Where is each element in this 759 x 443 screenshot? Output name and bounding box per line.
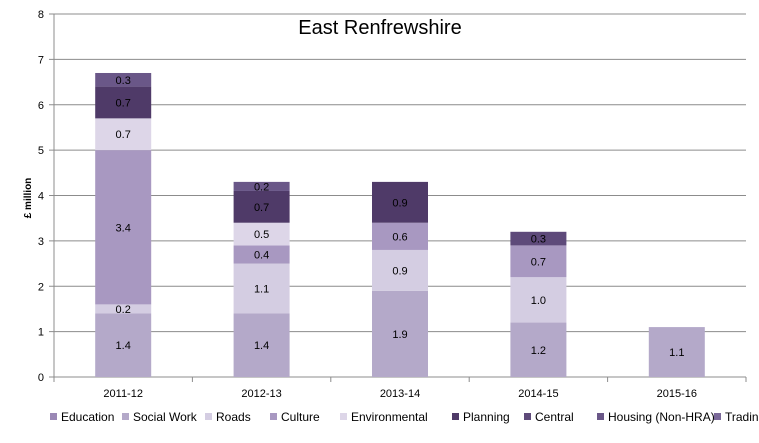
bar-segment <box>372 290 428 377</box>
y-tick-label: 8 <box>38 9 44 21</box>
data-labels: 1.4 0.2 3.4 0.7 0.7 0.3 1.4 1.1 0.4 0.5 0.7 0.2 1.9 0… <box>116 75 685 359</box>
y-tick-label: 5 <box>38 145 44 157</box>
bar-segment <box>95 304 152 314</box>
data-label: 0.4 <box>254 249 269 261</box>
legend-swatch <box>270 413 277 420</box>
chart-title: East Renfrewshire <box>298 17 461 39</box>
data-label: 0.6 <box>392 231 407 243</box>
data-label: 1.0 <box>531 295 546 307</box>
bar-segment <box>372 181 428 223</box>
x-tick-label: 2011-12 <box>103 388 143 400</box>
legend-label: Roads <box>216 410 251 424</box>
legend-label: Education <box>61 410 114 424</box>
data-label: 1.1 <box>669 347 684 359</box>
bars <box>95 72 705 377</box>
data-label: 0.7 <box>531 256 546 268</box>
data-label: 1.1 <box>254 284 269 296</box>
bar-segment <box>372 249 428 291</box>
data-label: 0.9 <box>392 197 407 209</box>
bar-segment <box>233 190 290 223</box>
bar-segment <box>233 313 290 377</box>
legend-swatch <box>122 413 129 420</box>
x-tick-label: 2013-14 <box>380 388 420 400</box>
legend-label: Culture <box>281 410 320 424</box>
data-label: 0.2 <box>116 304 131 316</box>
x-tick-label: 2014-15 <box>518 388 558 400</box>
bar-segment <box>510 277 567 323</box>
data-label: 1.9 <box>392 329 407 341</box>
y-tick-label: 4 <box>38 191 44 203</box>
y-axis-label: £ million <box>23 178 34 219</box>
bar-segment <box>510 231 567 246</box>
data-label: 0.3 <box>531 234 546 246</box>
bar-segment <box>95 150 152 305</box>
bar-segment <box>648 327 705 377</box>
y-tick-label: 3 <box>38 236 44 248</box>
y-tick-label: 1 <box>38 327 44 339</box>
data-label: 0.7 <box>116 97 131 109</box>
data-label: 0.7 <box>116 129 131 141</box>
bar-segment <box>233 222 290 246</box>
legend-swatch <box>340 413 347 420</box>
data-label: 1.4 <box>254 340 269 352</box>
legend-label: Central <box>535 410 574 424</box>
x-tick-label: 2012-13 <box>241 388 281 400</box>
bar-segment <box>95 118 152 151</box>
bar-segment <box>233 263 290 314</box>
legend-swatch <box>714 413 721 420</box>
legend-swatch <box>597 413 604 420</box>
y-tick-label: 7 <box>38 54 44 66</box>
y-tick-label: 0 <box>38 372 44 384</box>
bar-segment <box>372 222 428 250</box>
x-tick-label: 2015-16 <box>657 388 697 400</box>
data-label: 0.3 <box>116 75 131 87</box>
data-label: 0.5 <box>254 229 269 241</box>
legend-swatch <box>50 413 57 420</box>
data-label: 0.9 <box>392 265 407 277</box>
y-tick-label: 6 <box>38 100 44 112</box>
legend: Education Social Work Roads Culture Environm… <box>50 410 759 424</box>
legend-label: Trading <box>725 410 759 424</box>
legend-swatch <box>452 413 459 420</box>
data-label: 1.2 <box>531 345 546 357</box>
legend-swatch <box>524 413 531 420</box>
bar-segment <box>95 313 152 377</box>
legend-label: Social Work <box>133 410 198 424</box>
data-label: 0.7 <box>254 202 269 214</box>
y-tick-label: 2 <box>38 281 44 293</box>
legend-label: Environmental <box>351 410 428 424</box>
bar-segment <box>510 245 567 278</box>
data-label: 1.4 <box>116 340 131 352</box>
bar-segment <box>95 86 152 119</box>
bar-segment <box>233 245 290 264</box>
legend-swatch <box>205 413 212 420</box>
data-label: 3.4 <box>116 222 131 234</box>
legend-label: Housing (Non-HRA) <box>608 410 715 424</box>
data-label: 0.2 <box>254 181 269 193</box>
bar-segment <box>510 322 567 377</box>
bar-segment <box>95 72 152 87</box>
legend-label: Planning <box>463 410 510 424</box>
bar-segment <box>233 181 290 191</box>
